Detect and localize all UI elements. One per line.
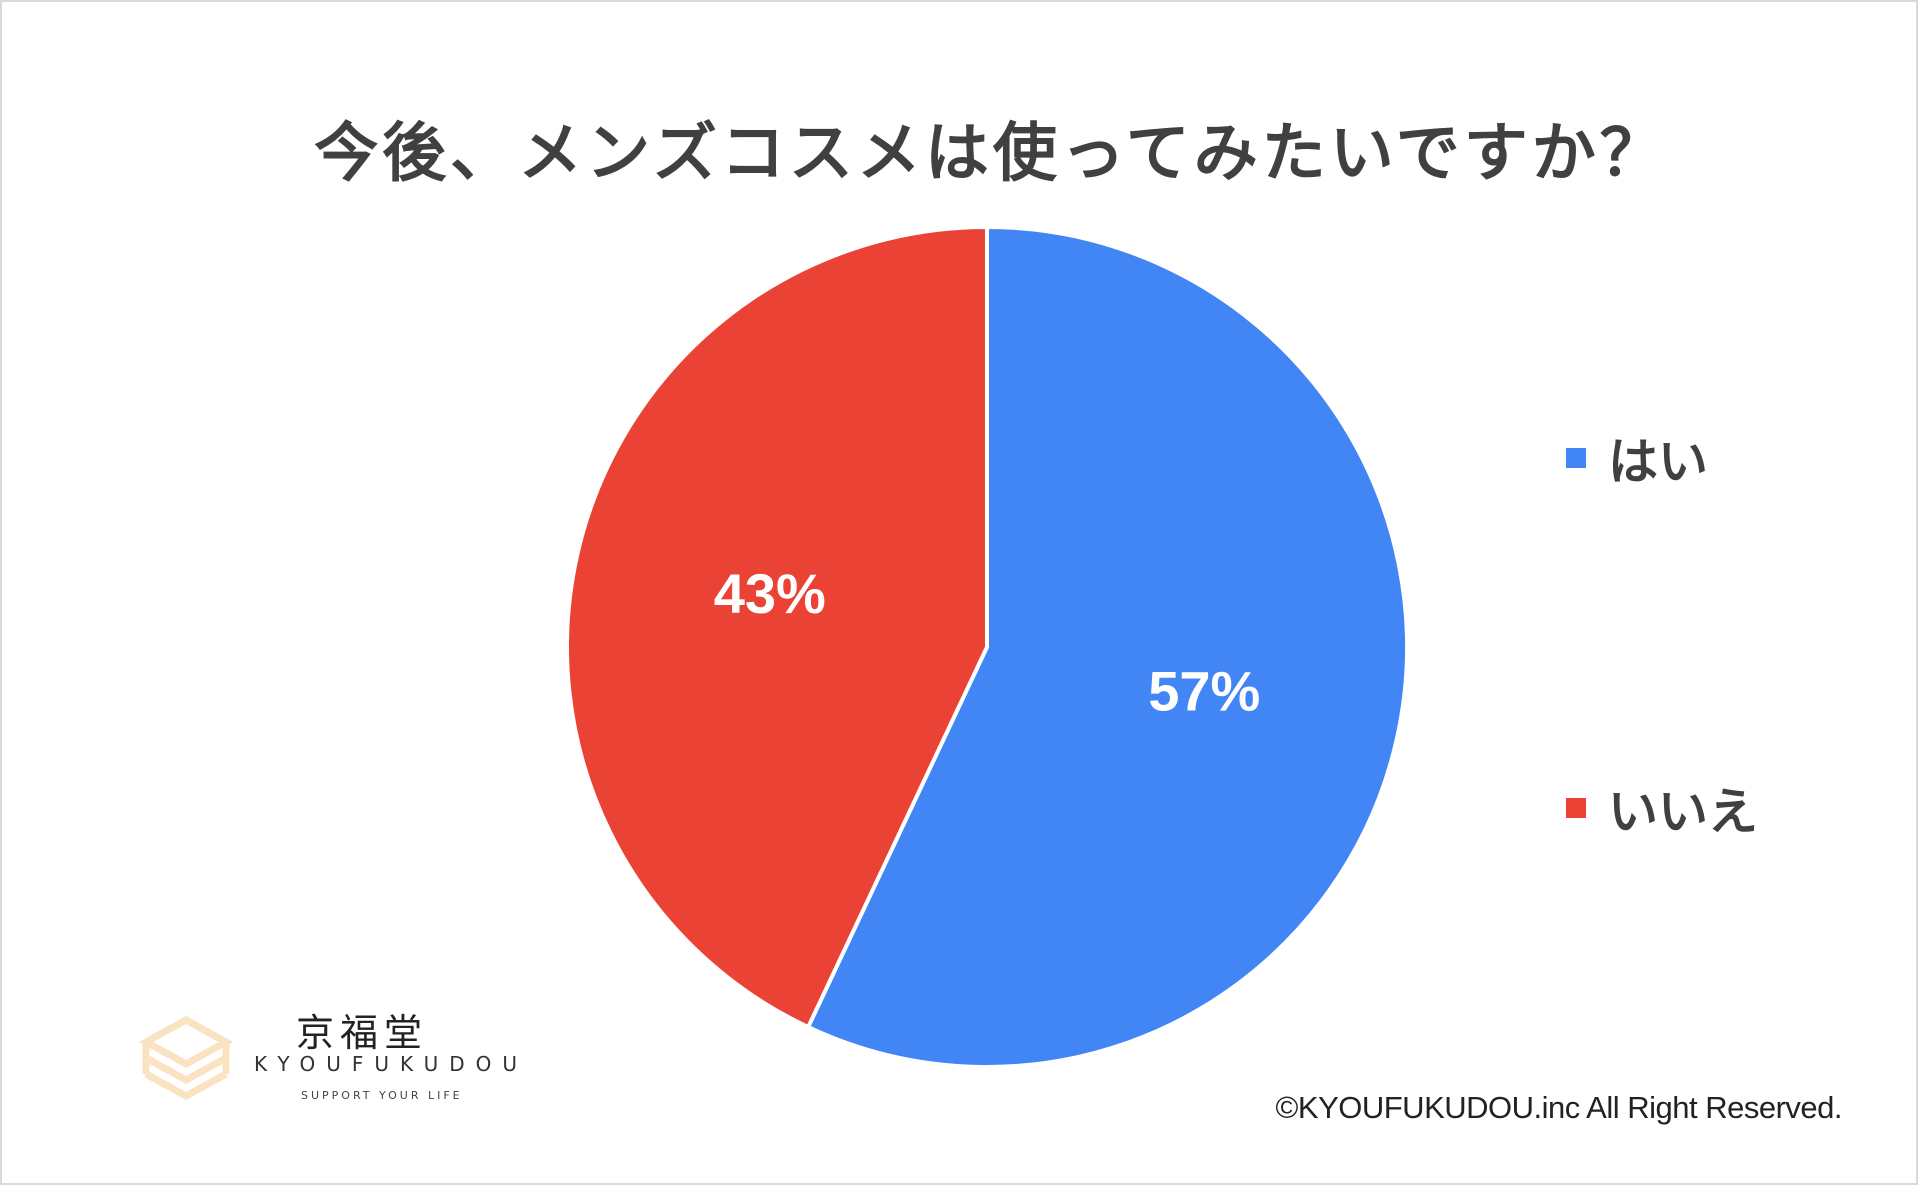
- legend-label: はい: [1608, 433, 1708, 491]
- chart-title: 今後、メンズコスメは使ってみたいですか？: [314, 117, 1668, 191]
- logo-roman-name: KYOUFUKUDOU: [254, 1052, 529, 1076]
- pie-slice-2: [564, 224, 989, 1030]
- legend-swatch: [1566, 448, 1586, 468]
- legend-swatch: [1566, 798, 1586, 818]
- legend-item-1: はい: [1566, 422, 1708, 494]
- pie-slice-label-1: 57%: [1148, 659, 1260, 722]
- pie-slice-labels: 57% 43%: [714, 562, 1261, 722]
- logo-mark-icon: [138, 1016, 234, 1100]
- pie-slice-label-2: 43%: [714, 562, 826, 625]
- copyright-notice: ©KYOUFUKUDOU.inc All Right Reserved.: [1275, 1090, 1843, 1125]
- logo-kanji: 京福堂: [296, 1011, 429, 1055]
- logo-tagline: SUPPORT YOUR LIFE: [301, 1089, 463, 1102]
- legend-item-2: いいえ: [1566, 772, 1758, 844]
- pie-slice-1: [805, 224, 1409, 1069]
- pie-slices: [564, 224, 1409, 1069]
- legend-label: いいえ: [1608, 783, 1758, 841]
- company-logo: 京福堂 KYOUFUKUDOU SUPPORT YOUR LIFE: [136, 1002, 517, 1112]
